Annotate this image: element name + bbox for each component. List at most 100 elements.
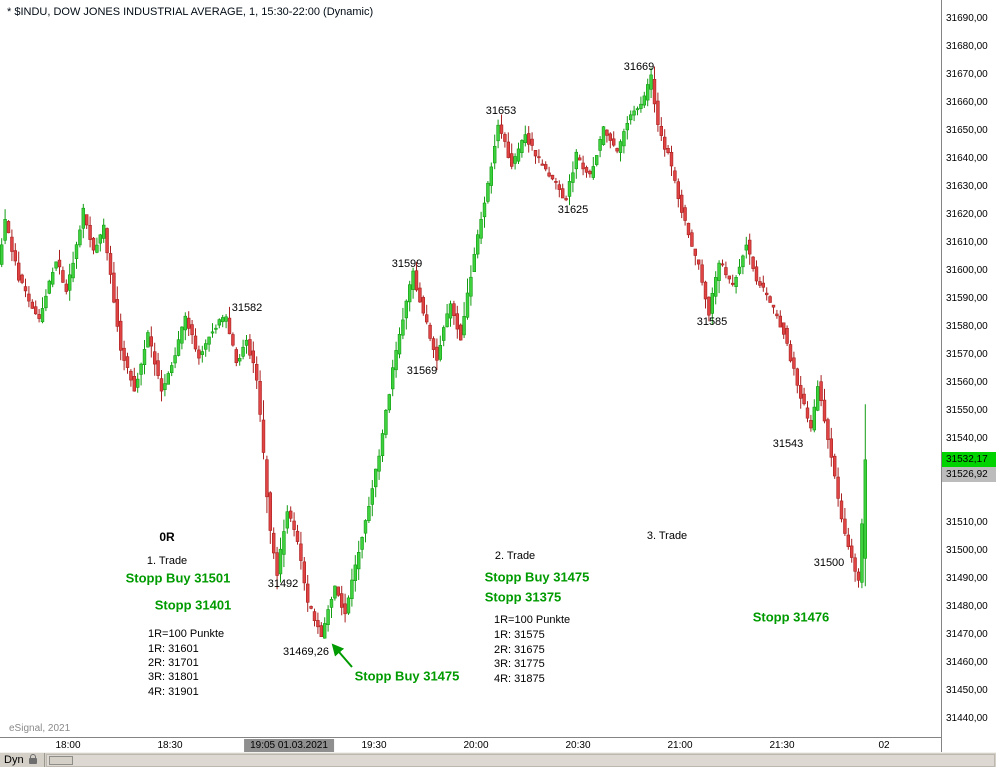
y-axis-label: 31540,00 bbox=[946, 432, 988, 444]
candle bbox=[197, 345, 201, 365]
candle bbox=[622, 128, 626, 154]
candle bbox=[792, 351, 796, 376]
candle bbox=[588, 169, 592, 178]
dyn-button[interactable]: Dyn bbox=[0, 752, 45, 767]
scrollbar-track[interactable] bbox=[45, 754, 995, 767]
candle bbox=[819, 375, 823, 407]
y-axis-label: 31660,00 bbox=[946, 96, 988, 108]
candle bbox=[503, 132, 507, 148]
candle bbox=[533, 150, 538, 164]
y-axis-label: 31670,00 bbox=[946, 68, 988, 80]
copyright-label: eSignal, 2021 bbox=[9, 723, 71, 734]
candle bbox=[37, 309, 41, 323]
candle bbox=[543, 161, 548, 172]
y-axis-label: 31490,00 bbox=[946, 572, 988, 584]
candle bbox=[394, 341, 398, 378]
candle bbox=[115, 286, 120, 332]
candle bbox=[605, 129, 609, 143]
candle bbox=[744, 236, 749, 259]
y-axis-label: 31560,00 bbox=[946, 376, 988, 388]
candle bbox=[778, 310, 783, 328]
candle bbox=[44, 289, 48, 312]
candle bbox=[537, 149, 541, 164]
candle bbox=[64, 279, 69, 295]
candle bbox=[333, 585, 337, 601]
candle bbox=[547, 166, 551, 178]
candle bbox=[839, 493, 844, 523]
candle bbox=[30, 299, 34, 309]
candle bbox=[224, 314, 228, 329]
candle bbox=[401, 307, 405, 340]
candle bbox=[27, 286, 31, 308]
candle bbox=[411, 267, 415, 299]
x-axis-label: 02 bbox=[878, 740, 890, 751]
y-axis-label: 31690,00 bbox=[946, 12, 988, 24]
candle bbox=[261, 400, 266, 460]
candle bbox=[448, 300, 453, 327]
candle bbox=[826, 417, 830, 449]
candle bbox=[849, 538, 854, 563]
candle bbox=[275, 546, 279, 590]
candle bbox=[608, 132, 613, 149]
candle bbox=[598, 136, 602, 158]
candle bbox=[492, 134, 497, 170]
candle bbox=[591, 157, 596, 180]
candle bbox=[292, 512, 296, 537]
candle bbox=[159, 370, 164, 402]
candle bbox=[200, 345, 204, 363]
candle bbox=[700, 259, 704, 286]
candle bbox=[856, 568, 861, 588]
candle bbox=[207, 336, 211, 352]
candle bbox=[353, 555, 357, 592]
candle bbox=[13, 243, 17, 266]
last-price-tag: 31532,17 bbox=[942, 452, 996, 468]
time-axis[interactable]: 18:00 18:30 19:30 20:00 20:30 21:00 21:30 02 19:… bbox=[0, 739, 941, 752]
candle bbox=[390, 359, 395, 397]
candle bbox=[462, 302, 466, 338]
candle bbox=[639, 96, 643, 113]
y-axis-label: 31610,00 bbox=[946, 236, 988, 248]
candle bbox=[465, 278, 470, 320]
x-axis-label: 20:30 bbox=[565, 740, 591, 751]
candle bbox=[278, 537, 283, 583]
candle bbox=[438, 335, 442, 362]
candle bbox=[68, 263, 72, 301]
candle bbox=[142, 340, 147, 375]
candle bbox=[153, 342, 157, 376]
chart-plot-area[interactable]: 31669 31653 31625 31599 31582 31569 31585 31543… bbox=[0, 0, 941, 738]
candle bbox=[326, 605, 330, 632]
candle bbox=[125, 352, 130, 374]
candle bbox=[458, 323, 463, 341]
candle bbox=[615, 147, 619, 154]
x-axis-label: 18:30 bbox=[157, 740, 183, 751]
candle bbox=[6, 220, 11, 234]
candle bbox=[166, 371, 170, 385]
price-axis[interactable]: 31690,00 31680,00 31670,00 31660,00 31650,00… bbox=[941, 0, 996, 752]
candle bbox=[669, 145, 674, 176]
candle bbox=[625, 116, 630, 140]
candle bbox=[295, 524, 300, 545]
y-axis-label: 31620,00 bbox=[946, 208, 988, 220]
candle bbox=[74, 241, 79, 269]
candle bbox=[771, 304, 776, 314]
candle bbox=[234, 347, 238, 367]
candle bbox=[78, 225, 82, 248]
x-axis-label: 19:30 bbox=[361, 740, 387, 751]
candle bbox=[795, 367, 800, 394]
candle bbox=[666, 145, 670, 155]
candle bbox=[54, 261, 58, 271]
candle bbox=[482, 196, 487, 228]
candle bbox=[734, 275, 738, 294]
candle bbox=[452, 300, 456, 325]
scrollbar-thumb[interactable] bbox=[48, 756, 73, 765]
chart-title: * $INDU, DOW JONES INDUSTRIAL AVERAGE, 1… bbox=[7, 6, 374, 18]
candle bbox=[860, 518, 864, 589]
candle bbox=[496, 119, 500, 149]
candle bbox=[91, 237, 96, 255]
x-axis-label: 18:00 bbox=[55, 740, 81, 751]
candle bbox=[798, 376, 803, 409]
candle bbox=[479, 211, 483, 244]
candle bbox=[863, 404, 868, 587]
candle bbox=[248, 334, 252, 359]
candle bbox=[747, 233, 752, 265]
